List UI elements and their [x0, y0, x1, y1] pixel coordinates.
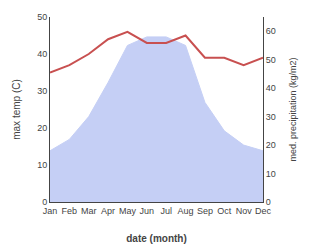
svg-text:0: 0 — [266, 197, 271, 207]
svg-text:20: 20 — [37, 123, 47, 133]
svg-text:max temp (C): max temp (C) — [11, 79, 22, 140]
svg-text:Mar: Mar — [81, 206, 97, 216]
svg-text:May: May — [119, 206, 137, 216]
svg-text:Oct: Oct — [217, 206, 232, 216]
svg-text:Jun: Jun — [140, 206, 155, 216]
svg-text:Nov: Nov — [236, 206, 253, 216]
svg-text:Jul: Jul — [160, 206, 172, 216]
svg-text:med. precipitation (kg/m2): med. precipitation (kg/m2) — [288, 57, 298, 161]
svg-text:10: 10 — [266, 169, 276, 179]
svg-text:30: 30 — [37, 86, 47, 96]
svg-text:Apr: Apr — [101, 206, 115, 216]
svg-text:60: 60 — [266, 26, 276, 36]
svg-text:Aug: Aug — [178, 206, 194, 216]
svg-text:50: 50 — [266, 55, 276, 65]
svg-text:0: 0 — [42, 197, 47, 207]
svg-text:40: 40 — [266, 83, 276, 93]
svg-text:50: 50 — [37, 12, 47, 22]
svg-text:Sep: Sep — [197, 206, 213, 216]
svg-text:Feb: Feb — [62, 206, 78, 216]
svg-text:Jan: Jan — [43, 206, 58, 216]
svg-text:Dec: Dec — [255, 206, 272, 216]
svg-text:20: 20 — [266, 140, 276, 150]
svg-text:date (month): date (month) — [126, 233, 187, 244]
svg-text:30: 30 — [266, 112, 276, 122]
svg-text:40: 40 — [37, 49, 47, 59]
svg-text:10: 10 — [37, 160, 47, 170]
